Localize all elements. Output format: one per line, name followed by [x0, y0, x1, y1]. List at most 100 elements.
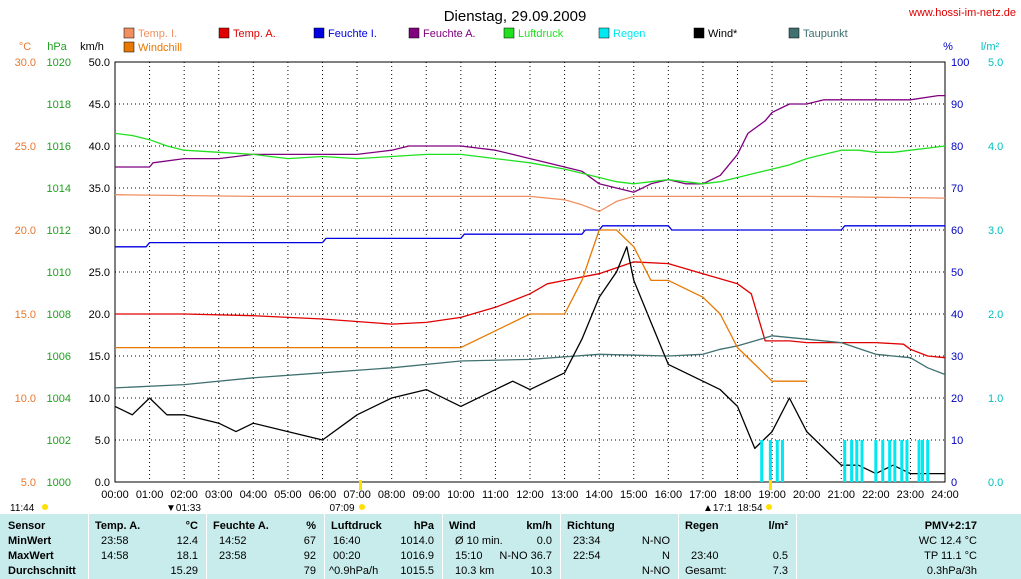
rain-bar: [855, 440, 859, 482]
stats-luftdruck-title: Luftdruck: [331, 520, 382, 532]
x-tick-label: 07:00: [343, 489, 371, 501]
stats-temp-avg-value: 15.29: [170, 565, 198, 577]
humidity-tick-label: 40: [951, 309, 963, 321]
legend-label: Wind*: [708, 28, 738, 40]
x-tick-label: 10:00: [447, 489, 475, 501]
sunrise-dot: [359, 504, 365, 510]
stats-col-pmv: PMV+2:17 WC 12.4 °C TP 11.1 °C 0.3hPa/3h: [797, 514, 1021, 579]
stats-separator: [88, 514, 89, 579]
humidity-axis-unit: %: [943, 41, 953, 53]
stats-luftdruck-trend: ^0.9hPa/h: [329, 565, 379, 577]
pressure-tick-label: 1004: [47, 393, 71, 405]
pressure-tick-label: 1012: [47, 225, 71, 237]
pressure-tick-label: 1020: [47, 57, 71, 69]
wind-tick-label: 45.0: [89, 99, 110, 111]
x-tick-label: 17:00: [689, 489, 717, 501]
legend-swatch: [123, 41, 135, 53]
pressure-tick-label: 1016: [47, 141, 71, 153]
stats-regen-max-time: 23:40: [691, 550, 719, 562]
wind-tick-label: 25.0: [89, 267, 110, 279]
stats-pmv-pressure-trend: 0.3hPa/3h: [926, 565, 977, 577]
rain-tick-label: 1.0: [988, 393, 1003, 405]
pressure-tick-label: 1008: [47, 309, 71, 321]
stats-regen-total-value: 7.3: [772, 565, 788, 577]
humidity-tick-label: 20: [951, 393, 963, 405]
series-wind: [114, 246, 945, 475]
site-link[interactable]: www.hossi-im-netz.de: [908, 7, 1016, 19]
pressure-tick-label: 1018: [47, 99, 71, 111]
rain-bar: [768, 440, 772, 482]
stats-temp-title: Temp. A.: [95, 520, 141, 532]
temp-tick-label: 25.0: [15, 141, 36, 153]
legend-label: Luftdruck: [518, 28, 564, 40]
stats-sensor-title: Sensor: [8, 520, 46, 532]
rain-bar: [921, 440, 925, 482]
x-tick-label: 00:00: [101, 489, 129, 501]
stats-feuchte-title: Feuchte A.: [213, 520, 269, 532]
sunset-dot: [766, 504, 772, 510]
series-feuchte-a: [115, 94, 945, 193]
stats-luftdruck-min-value: 1014.0: [400, 535, 434, 547]
stats-row-avg: Durchschnitt: [8, 565, 76, 577]
series-temp-a: [115, 261, 946, 359]
x-tick-label: 13:00: [551, 489, 579, 501]
stats-richtung-title: Richtung: [567, 520, 615, 532]
stats-feuchte-max-value: 92: [303, 550, 316, 562]
x-tick-label: 01:00: [136, 489, 164, 501]
stats-feuchte-unit: %: [306, 520, 316, 532]
temp-tick-label: 5.0: [21, 477, 36, 489]
rain-bar: [893, 440, 897, 482]
wind-tick-label: 30.0: [89, 225, 110, 237]
x-tick-label: 16:00: [655, 489, 683, 501]
stats-regen-title: Regen: [685, 520, 719, 532]
humidity-tick-label: 100: [951, 57, 969, 69]
moonset-label: ▼01:33: [166, 503, 201, 514]
humidity-tick-label: 0: [951, 477, 957, 489]
humidity-tick-label: 10: [951, 435, 963, 447]
rain-bar: [860, 440, 864, 482]
pressure-tick-label: 1000: [47, 477, 71, 489]
rain-bar: [843, 440, 847, 482]
rain-bar: [900, 440, 904, 482]
pressure-tick-label: 1006: [47, 351, 71, 363]
stats-richtung-max-value: N: [662, 550, 670, 562]
stats-temp-unit: °C: [185, 520, 198, 532]
sunset-label: 18:54: [737, 503, 762, 514]
stats-wind-unit: km/h: [526, 520, 552, 532]
stats-col-feuchte: Feuchte A. % 14:52 67 23:58 92 79: [207, 514, 324, 579]
legend-label: Feuchte A.: [423, 28, 476, 40]
legend-label: Windchill: [138, 42, 182, 54]
stats-feuchte-avg-value: 79: [303, 565, 316, 577]
sunrise-marker: [359, 480, 362, 490]
x-tick-label: 20:00: [793, 489, 821, 501]
stats-separator: [678, 514, 679, 579]
stats-wind-max-time: 15:10: [455, 550, 483, 562]
rain-bar: [881, 440, 885, 482]
stats-row-min: MinWert: [8, 535, 52, 547]
legend-label: Temp. A.: [233, 28, 276, 40]
wind-tick-label: 15.0: [89, 351, 110, 363]
x-tick-label: 09:00: [412, 489, 440, 501]
humidity-tick-label: 50: [951, 267, 963, 279]
humidity-tick-label: 90: [951, 99, 963, 111]
stats-wind-distance: 10.3 km: [455, 565, 495, 577]
series-layer: [114, 94, 946, 482]
wind-tick-label: 50.0: [89, 57, 110, 69]
daylength-dot: [42, 504, 48, 510]
stats-wind-avg-value: 10.3: [530, 565, 552, 577]
x-tick-label: 03:00: [205, 489, 233, 501]
pressure-tick-label: 1014: [47, 183, 71, 195]
rain-bar: [874, 440, 878, 482]
rain-bar: [760, 440, 764, 482]
rain-tick-label: 3.0: [988, 225, 1003, 237]
pressure-tick-label: 1002: [47, 435, 71, 447]
rain-bar: [926, 440, 930, 482]
x-tick-label: 02:00: [170, 489, 198, 501]
x-tick-label: 24:00: [931, 489, 959, 501]
rain-bar: [780, 440, 784, 482]
stats-temp-max-value: 18.1: [176, 550, 198, 562]
stats-feuchte-min-value: 67: [303, 535, 316, 547]
stats-richtung-min-value: N-NO: [641, 535, 670, 547]
legend-label: Feuchte I.: [328, 28, 377, 40]
legend-swatch: [598, 27, 610, 39]
